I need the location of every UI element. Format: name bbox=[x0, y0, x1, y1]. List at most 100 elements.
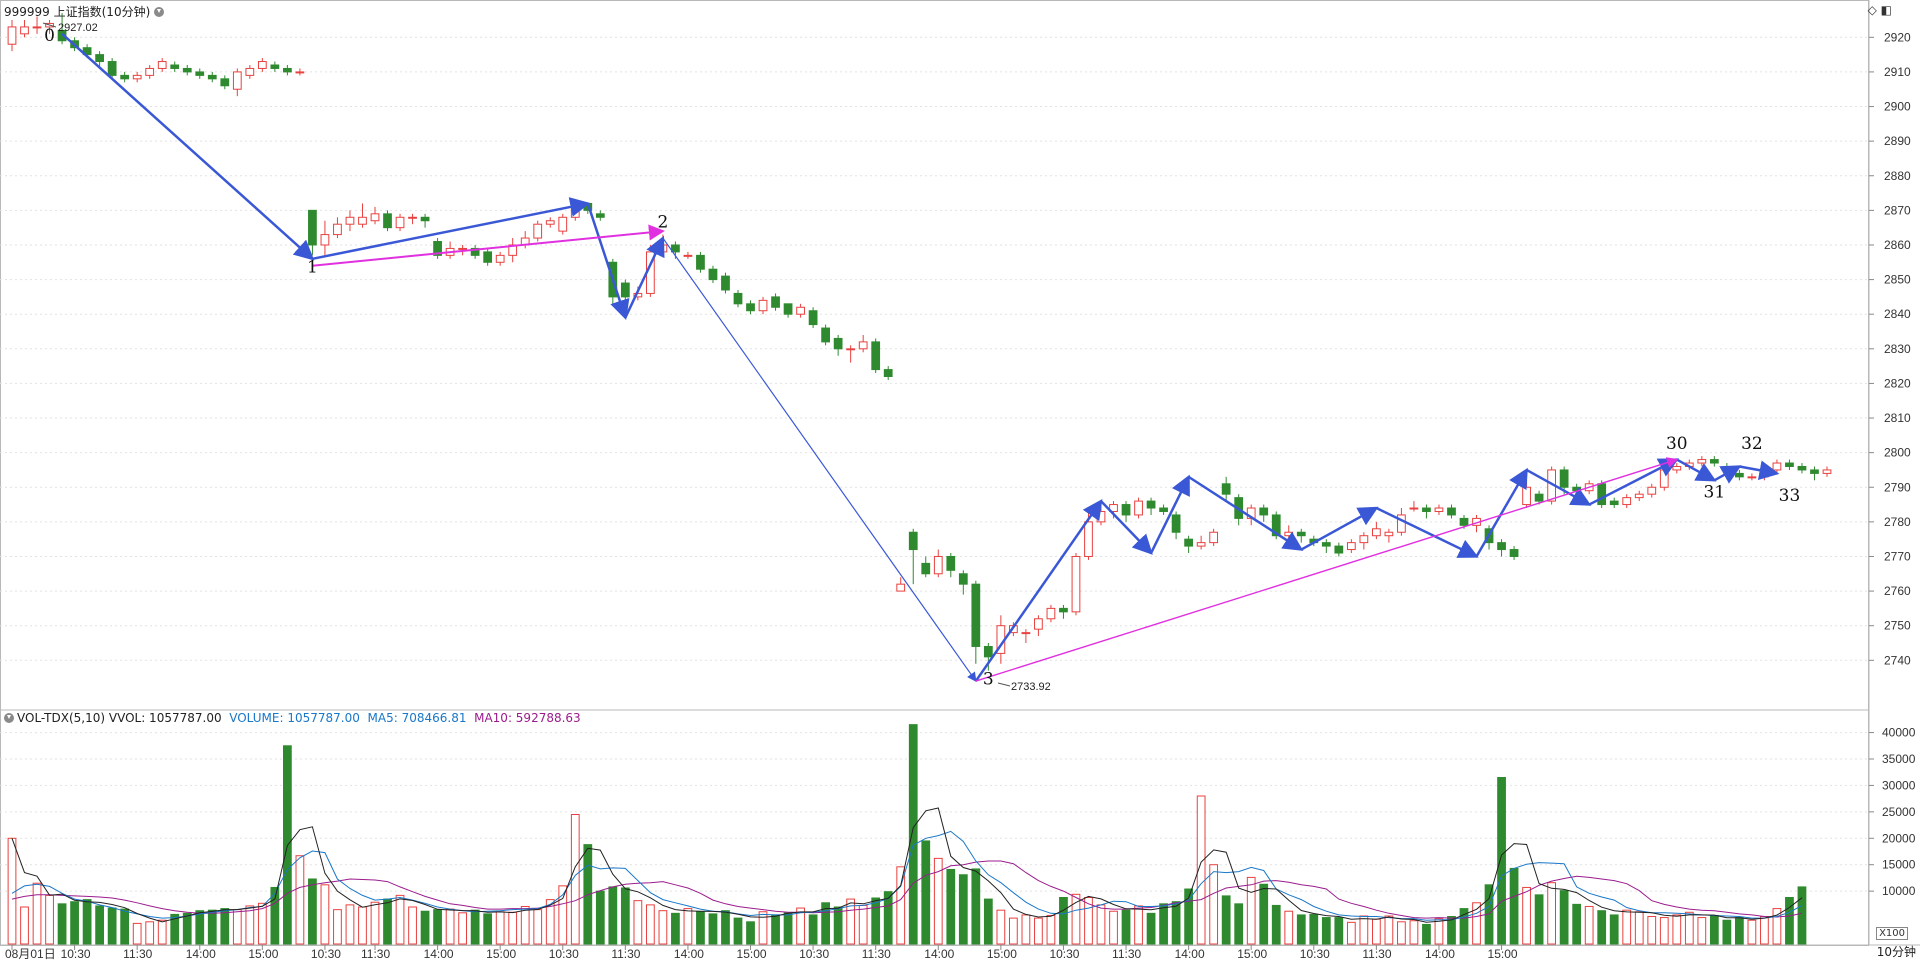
volume-indicator-header: VOL-TDX(5,10) VVOL: 1057787.00 VOLUME: 1… bbox=[4, 711, 581, 725]
candle bbox=[896, 577, 906, 592]
candle-body bbox=[82, 47, 92, 56]
volume-bar bbox=[671, 912, 680, 945]
candle-body bbox=[1772, 462, 1782, 471]
candle-body bbox=[1121, 504, 1131, 516]
candle bbox=[495, 251, 505, 266]
candle bbox=[1334, 542, 1344, 557]
candle-body bbox=[20, 26, 29, 35]
candle bbox=[1747, 473, 1757, 481]
candle bbox=[157, 58, 167, 72]
candle-body bbox=[1371, 528, 1381, 537]
volume-bar bbox=[495, 911, 505, 945]
volume-bar bbox=[1785, 896, 1794, 945]
wave-line-blue bbox=[662, 237, 977, 683]
volume-bar bbox=[483, 913, 493, 945]
dropdown-icon[interactable] bbox=[154, 7, 165, 17]
candle bbox=[195, 68, 205, 79]
volume-bar bbox=[683, 908, 693, 945]
candle-body bbox=[195, 71, 205, 76]
indicator-name[interactable]: VOL-TDX(5,10) bbox=[17, 711, 106, 725]
volume-bar bbox=[508, 911, 518, 945]
volume-bar bbox=[257, 902, 267, 945]
candle bbox=[1709, 456, 1719, 467]
time-tick-label: 15:00 bbox=[486, 947, 516, 961]
candle bbox=[295, 68, 305, 76]
candle bbox=[1121, 501, 1131, 522]
candle-body bbox=[1184, 538, 1194, 547]
volume-tick-label: 30000 bbox=[1882, 778, 1916, 792]
time-tick-label: 10:30 bbox=[61, 947, 91, 961]
price-tick-label: 2750 bbox=[1884, 619, 1911, 633]
time-tick-label: 10:30 bbox=[799, 947, 829, 961]
volume-axis: 10000 15000 20000 25000 30000 35000 40000 bbox=[1869, 726, 1916, 898]
volume-bar bbox=[1121, 909, 1131, 945]
volume-bar bbox=[1059, 896, 1068, 945]
candle-body bbox=[1634, 493, 1644, 499]
volume-bar bbox=[383, 898, 392, 945]
candle-body bbox=[132, 74, 142, 80]
vvol-value: VVOL: 1057787.00 bbox=[108, 711, 222, 725]
volume-bar bbox=[270, 886, 280, 945]
volume-bar bbox=[1259, 883, 1269, 945]
candle bbox=[107, 58, 117, 79]
volume-bar bbox=[1459, 908, 1469, 945]
volume-bar bbox=[871, 897, 881, 945]
candle bbox=[1096, 504, 1106, 526]
candle bbox=[1196, 535, 1206, 550]
candle bbox=[1346, 539, 1356, 554]
candle bbox=[308, 209, 317, 256]
indicator-menu-icon[interactable] bbox=[4, 713, 14, 723]
candle-body bbox=[758, 299, 768, 312]
period-label[interactable]: 10分钟 bbox=[1876, 945, 1916, 959]
volume-bar bbox=[1159, 903, 1168, 945]
toolbar-icons[interactable]: ◇ ◧ bbox=[1868, 3, 1892, 17]
candle-body bbox=[533, 223, 543, 239]
candle bbox=[721, 272, 730, 294]
candle bbox=[132, 71, 142, 83]
candle-body bbox=[170, 64, 180, 69]
candle-body bbox=[1509, 549, 1519, 557]
candle-body bbox=[1021, 632, 1031, 635]
volume-bar bbox=[1572, 903, 1582, 945]
chart-title[interactable]: 999999 上证指数(10分钟) bbox=[4, 3, 167, 20]
candlesticks bbox=[7, 13, 1832, 671]
wave-line-blue bbox=[624, 235, 665, 319]
candle bbox=[95, 51, 105, 69]
volume-bar bbox=[1096, 904, 1106, 945]
volume-bar bbox=[1184, 888, 1194, 945]
volume-bar bbox=[1522, 886, 1531, 945]
volume-bar bbox=[645, 904, 655, 945]
candle bbox=[433, 238, 442, 259]
wave-line-blue bbox=[1713, 465, 1742, 484]
wave-label: 2 bbox=[657, 213, 668, 233]
candle bbox=[182, 64, 192, 76]
volume-bar bbox=[1672, 914, 1682, 945]
panel-toggle-icon[interactable]: ◧ bbox=[1880, 3, 1892, 17]
volume-bar bbox=[958, 874, 968, 945]
candle bbox=[696, 251, 705, 273]
volume-bar bbox=[207, 909, 217, 945]
candle-body bbox=[257, 61, 267, 69]
candle-body bbox=[721, 275, 730, 291]
volume-bar bbox=[658, 910, 668, 945]
candle bbox=[1447, 504, 1456, 519]
vol-line bbox=[11, 807, 1803, 923]
time-tick-label: 14:00 bbox=[186, 947, 216, 961]
volume-bar bbox=[558, 885, 568, 945]
candle bbox=[1134, 497, 1143, 519]
candle bbox=[145, 64, 155, 79]
candle-body bbox=[1046, 607, 1056, 620]
candle-body bbox=[983, 645, 993, 658]
candle bbox=[483, 248, 493, 266]
time-tick-label: 15:00 bbox=[248, 947, 278, 961]
candle-body bbox=[1059, 607, 1068, 613]
volume-bar bbox=[420, 910, 430, 945]
wave-line-magenta bbox=[975, 457, 1679, 682]
wave-line-blue bbox=[586, 203, 630, 321]
volume-bar bbox=[1134, 905, 1143, 945]
candle-body bbox=[708, 268, 718, 281]
volume-bar bbox=[520, 905, 530, 945]
candle-body bbox=[458, 247, 468, 250]
diamond-icon[interactable]: ◇ bbox=[1867, 3, 1877, 17]
candle-body bbox=[946, 555, 956, 571]
